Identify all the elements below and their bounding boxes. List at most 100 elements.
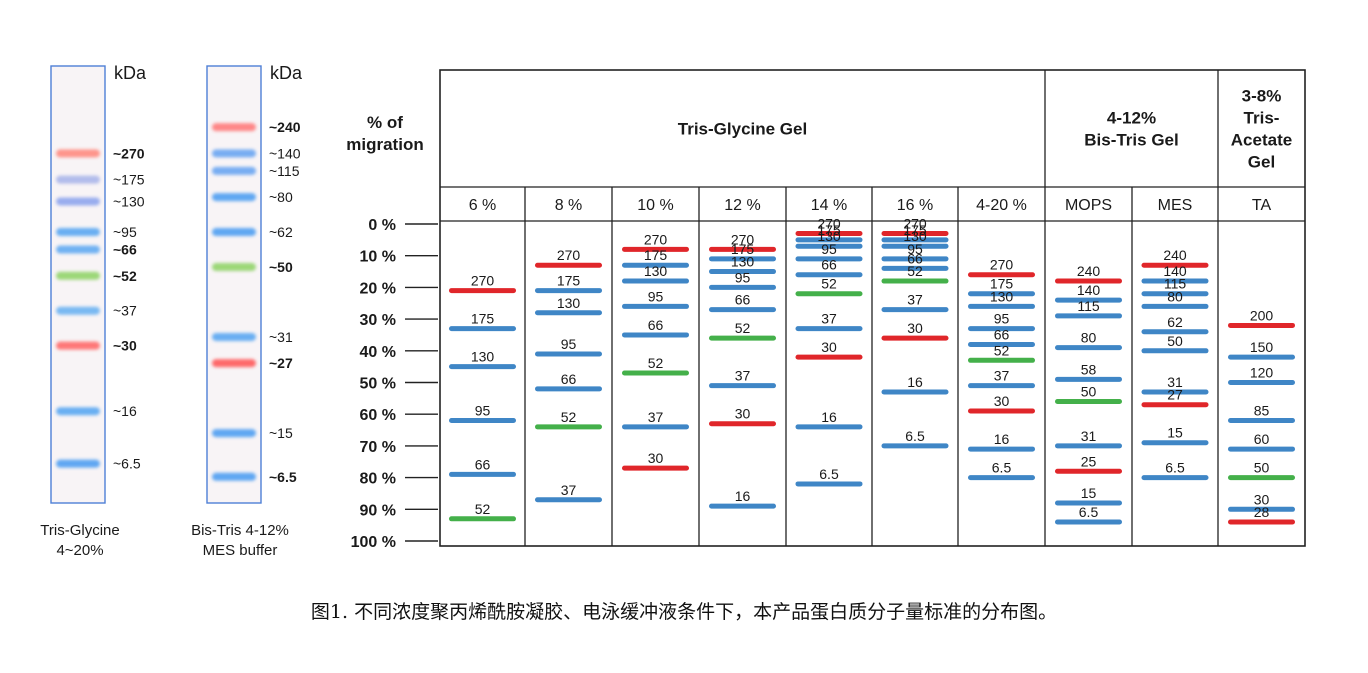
- gel-lane-frame: [206, 65, 262, 504]
- marker-label: ~115: [269, 163, 300, 179]
- marker-label: ~95: [113, 224, 137, 240]
- lane-header: MOPS: [1065, 197, 1112, 214]
- band-label: 150: [1250, 339, 1274, 355]
- band-label: 6.5: [1165, 460, 1185, 476]
- band-label: 6.5: [905, 428, 925, 444]
- band-label: 30: [1254, 491, 1270, 507]
- lane-header: 10 %: [637, 197, 673, 214]
- band-label: 6.5: [819, 466, 839, 482]
- y-tick-label: 80 %: [360, 471, 396, 488]
- band-label: 95: [821, 241, 837, 257]
- gel-band: [212, 193, 256, 202]
- marker-label: ~16: [113, 403, 137, 419]
- band-label: 37: [821, 311, 837, 327]
- marker-label: ~30: [113, 338, 137, 354]
- band-label: 66: [821, 257, 837, 273]
- band-label: 95: [648, 288, 664, 304]
- figure-caption: 图1. 不同浓度聚丙烯酰胺凝胶、电泳缓冲液条件下，本产品蛋白质分子量标准的分布图…: [310, 601, 1058, 623]
- band-label: 175: [471, 311, 495, 327]
- marker-label: ~130: [113, 193, 145, 209]
- gel-band: [56, 341, 100, 350]
- marker-label: ~140: [269, 145, 301, 161]
- band-label: 270: [731, 231, 755, 247]
- marker-label: ~27: [269, 355, 293, 371]
- caption-line: Tris-Glycine: [40, 522, 120, 539]
- band-label: 30: [994, 393, 1010, 409]
- band-label: 140: [1163, 263, 1187, 279]
- band-label: 50: [1081, 384, 1097, 400]
- band-label: 66: [475, 456, 491, 472]
- gel-band: [56, 228, 100, 237]
- gel-band: [212, 359, 256, 368]
- band-label: 66: [994, 326, 1010, 342]
- band-label: 52: [907, 263, 923, 279]
- marker-label: ~62: [269, 224, 293, 240]
- band-label: 15: [1081, 485, 1097, 501]
- band-label: 130: [990, 288, 1014, 304]
- band-label: 30: [907, 320, 923, 336]
- band-label: 16: [735, 488, 751, 504]
- band-label: 95: [475, 403, 491, 419]
- caption-line: Bis-Tris 4-12%: [191, 522, 289, 539]
- band-label: 140: [1077, 282, 1101, 298]
- y-tick-label: 10 %: [360, 249, 396, 266]
- bis-tris-gel-caption: Bis-Tris 4-12% MES buffer: [165, 521, 315, 561]
- group-header: Acetate: [1231, 131, 1292, 150]
- migration-header: % of: [367, 113, 403, 132]
- band-label: 52: [648, 355, 664, 371]
- band-label: 175: [557, 273, 581, 289]
- band-label: 52: [735, 320, 751, 336]
- marker-label: ~6.5: [113, 456, 141, 472]
- band-label: 95: [561, 336, 577, 352]
- lane-header: 8 %: [555, 197, 583, 214]
- band-label: 52: [821, 276, 837, 292]
- lane-header: 16 %: [897, 197, 933, 214]
- band-label: 58: [1081, 361, 1097, 377]
- band-label: 66: [735, 292, 751, 308]
- gel-band: [56, 245, 100, 254]
- bis-tris-gel-image: ~240 ~140 ~115 ~80 ~62 ~50 ~31 ~27 ~15 ~6.5: [206, 65, 301, 504]
- caption-line: 4~20%: [56, 542, 104, 559]
- y-tick-label: 40 %: [360, 344, 396, 361]
- group-header: Tris-Glycine Gel: [678, 120, 807, 139]
- band-label: 66: [561, 371, 577, 387]
- band-label: 28: [1254, 504, 1270, 520]
- group-header: Gel: [1248, 153, 1275, 172]
- gel-band: [212, 166, 256, 175]
- band-label: 95: [907, 241, 923, 257]
- band-label: 37: [561, 482, 577, 498]
- lane-header: 12 %: [724, 197, 760, 214]
- band-label: 130: [731, 254, 755, 270]
- band-label: 270: [471, 273, 495, 289]
- marker-label: ~52: [113, 268, 137, 284]
- band-label: 175: [817, 222, 841, 238]
- gel-band: [56, 197, 100, 206]
- tris-glycine-gel-image: ~270 ~175 ~130 ~95 ~66 ~52 ~37 ~30 ~16 ~6.5: [50, 65, 145, 504]
- marker-label: ~240: [269, 119, 301, 135]
- band-label: 15: [1167, 425, 1183, 441]
- band-label: 16: [821, 409, 837, 425]
- gel-band: [56, 149, 100, 158]
- y-tick-label: 70 %: [360, 439, 396, 456]
- tris-glycine-gel-caption: Tris-Glycine 4~20%: [5, 521, 155, 561]
- migration-header: migration: [346, 135, 423, 154]
- marker-label: ~31: [269, 329, 293, 345]
- band-label: 95: [994, 311, 1010, 327]
- band-label: 175: [731, 241, 755, 257]
- band-label: 175: [903, 222, 927, 238]
- band-label: 30: [735, 406, 751, 422]
- band-label: 37: [907, 292, 923, 308]
- band-label: 270: [817, 216, 841, 232]
- band-label: 240: [1163, 247, 1187, 263]
- band-label: 62: [1167, 314, 1183, 330]
- lane-header: 4-20 %: [976, 197, 1027, 214]
- marker-label: ~15: [269, 425, 293, 441]
- gel-band: [56, 271, 100, 280]
- group-header: 3-8%: [1242, 87, 1282, 106]
- y-tick-label: 20 %: [360, 280, 396, 297]
- group-header: 4-12%: [1107, 109, 1156, 128]
- band-label: 30: [648, 450, 664, 466]
- marker-label: ~6.5: [269, 469, 297, 485]
- band-label: 31: [1081, 428, 1097, 444]
- gel-band: [212, 332, 256, 341]
